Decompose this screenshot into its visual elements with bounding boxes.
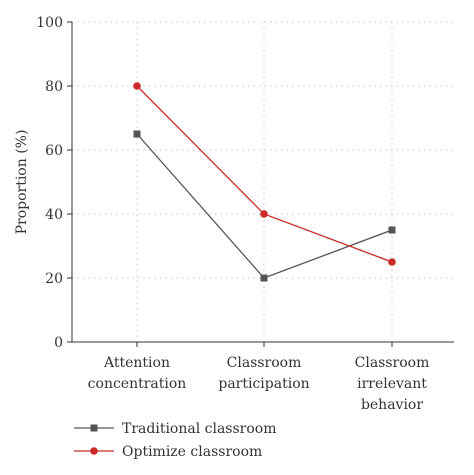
y-tick-label-20: 20 [45,271,63,287]
series-line-1 [136,85,393,263]
series-0-point-1 [260,274,268,282]
legend-item-0: Traditional classroom [74,421,277,437]
series-group [133,82,396,282]
series-1-point-0 [133,82,141,90]
x-category-label-1: Classroom participation [218,355,309,392]
legend: Traditional classroom Optimize classroom [74,421,277,460]
legend-item-1: Optimize classroom [74,444,262,460]
axes [71,22,454,343]
series-0-point-0 [133,130,141,138]
y-axis-ticks: 0 20 40 60 80 100 [36,15,72,351]
y-tick-label-60: 60 [45,143,63,159]
legend-label-1: Optimize classroom [122,444,262,460]
legend-marker-1 [90,447,98,455]
x-axis-categories: Attention concentration Classroom participa… [88,342,430,413]
y-tick-label-0: 0 [54,335,63,351]
series-1 [133,82,396,266]
y-tick-label-80: 80 [45,79,63,95]
grid-lines [72,21,454,342]
legend-label-0: Traditional classroom [122,421,277,437]
series-0-point-2 [388,226,396,234]
y-axis-label: Proportion (%) [14,130,30,235]
series-1-point-2 [388,258,396,266]
series-line-0 [136,133,393,279]
y-tick-label-100: 100 [36,15,63,31]
x-category-label-2: Classroom irrelevant behavior [355,355,430,413]
x-category-label-0: Attention concentration [88,355,187,392]
y-tick-label-40: 40 [45,207,63,223]
legend-marker-0 [90,424,98,432]
series-1-point-1 [260,210,268,218]
